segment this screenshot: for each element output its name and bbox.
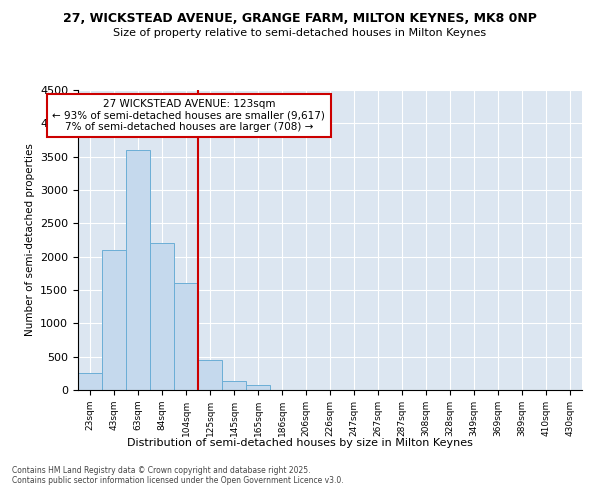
Bar bbox=[78, 374, 102, 390]
Bar bbox=[198, 360, 222, 390]
Text: 27 WICKSTEAD AVENUE: 123sqm
← 93% of semi-detached houses are smaller (9,617)
7%: 27 WICKSTEAD AVENUE: 123sqm ← 93% of sem… bbox=[52, 99, 325, 132]
Bar bbox=[126, 150, 150, 390]
Text: Contains HM Land Registry data © Crown copyright and database right 2025.
Contai: Contains HM Land Registry data © Crown c… bbox=[12, 466, 344, 485]
Bar bbox=[246, 386, 270, 390]
Y-axis label: Number of semi-detached properties: Number of semi-detached properties bbox=[25, 144, 35, 336]
Bar bbox=[222, 382, 246, 390]
Bar bbox=[150, 244, 174, 390]
Bar bbox=[102, 250, 126, 390]
Text: 27, WICKSTEAD AVENUE, GRANGE FARM, MILTON KEYNES, MK8 0NP: 27, WICKSTEAD AVENUE, GRANGE FARM, MILTO… bbox=[63, 12, 537, 26]
Text: Size of property relative to semi-detached houses in Milton Keynes: Size of property relative to semi-detach… bbox=[113, 28, 487, 38]
Bar bbox=[174, 284, 198, 390]
Text: Distribution of semi-detached houses by size in Milton Keynes: Distribution of semi-detached houses by … bbox=[127, 438, 473, 448]
